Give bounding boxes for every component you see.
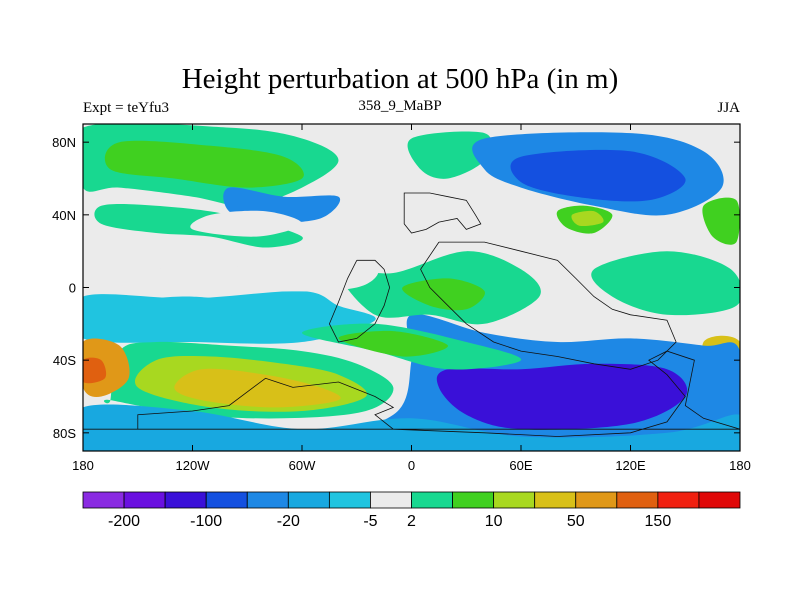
x-tick-label: 180 bbox=[72, 458, 94, 473]
colorbar-swatch bbox=[82, 491, 125, 509]
y-axis: 80N 40N 0 40S 80S bbox=[52, 135, 740, 441]
contour-region bbox=[402, 278, 485, 311]
colorbar-swatch bbox=[657, 491, 700, 509]
x-tick-label: 120W bbox=[176, 458, 211, 473]
colorbar-swatch bbox=[123, 491, 166, 509]
colorbar-swatch bbox=[205, 491, 248, 509]
colorbar-label: -5 bbox=[363, 513, 377, 530]
colorbar-swatch bbox=[287, 491, 330, 509]
case-label: 358_9_MaBP bbox=[358, 98, 442, 114]
contour-region bbox=[338, 330, 449, 357]
y-tick-label: 40S bbox=[53, 353, 76, 368]
colorbar-swatch bbox=[164, 491, 207, 509]
contour-region bbox=[129, 296, 248, 323]
x-tick-label: 60E bbox=[509, 458, 532, 473]
contour-region bbox=[83, 404, 740, 451]
colorbar-swatch bbox=[452, 491, 495, 509]
y-tick-label: 40N bbox=[52, 208, 76, 223]
contour-fills bbox=[83, 124, 740, 451]
colorbar-swatch bbox=[616, 491, 659, 509]
colorbar-swatch bbox=[246, 491, 289, 509]
y-tick-label: 80N bbox=[52, 135, 76, 150]
colorbar-label: -100 bbox=[190, 513, 222, 530]
y-tick-label: 0 bbox=[69, 281, 76, 296]
colorbar-label: 2 bbox=[407, 513, 416, 530]
colorbar-label: -20 bbox=[277, 513, 300, 530]
colorbar-label: 10 bbox=[485, 513, 503, 530]
colorbar-swatch bbox=[411, 491, 453, 509]
colorbar: -200 -100 -20 -5 2 10 50 150 bbox=[82, 491, 741, 530]
contour-region bbox=[407, 131, 492, 179]
colorbar-label: -200 bbox=[108, 513, 140, 530]
contour-region bbox=[436, 363, 688, 430]
land-outline bbox=[83, 350, 740, 437]
colorbar-label: 150 bbox=[645, 513, 672, 530]
land-outline bbox=[420, 241, 677, 370]
season-label: JJA bbox=[717, 100, 740, 116]
chart-title: Height perturbation at 500 hPa (in m) bbox=[181, 63, 619, 95]
experiment-label: Expt = teYfu3 bbox=[83, 100, 169, 116]
contour-region bbox=[702, 197, 740, 245]
land-outline bbox=[403, 192, 482, 234]
x-tick-label: 0 bbox=[408, 458, 415, 473]
x-tick-label: 180 bbox=[729, 458, 751, 473]
y-tick-label: 80S bbox=[53, 426, 76, 441]
contour-region bbox=[591, 251, 740, 316]
colorbar-swatch bbox=[493, 491, 536, 509]
colorbar-swatch bbox=[328, 491, 371, 509]
x-tick-label: 120E bbox=[615, 458, 646, 473]
x-tick-label: 60W bbox=[289, 458, 316, 473]
colorbar-swatch bbox=[698, 491, 741, 509]
contour-region bbox=[104, 140, 304, 188]
colorbar-label: 50 bbox=[567, 513, 585, 530]
contour-region bbox=[83, 260, 379, 292]
colorbar-swatch bbox=[370, 491, 412, 509]
contour-region bbox=[510, 149, 686, 202]
land-outline bbox=[328, 259, 391, 343]
land-outlines bbox=[83, 192, 740, 437]
contour-region bbox=[83, 357, 107, 384]
contour-region bbox=[571, 210, 604, 227]
contour-region bbox=[190, 210, 303, 237]
colorbar-swatch bbox=[534, 491, 577, 509]
x-axis: 180 120W 60W 0 60E 120E 180 bbox=[72, 124, 751, 473]
colorbar-swatch bbox=[575, 491, 618, 509]
contour-region bbox=[174, 368, 341, 408]
